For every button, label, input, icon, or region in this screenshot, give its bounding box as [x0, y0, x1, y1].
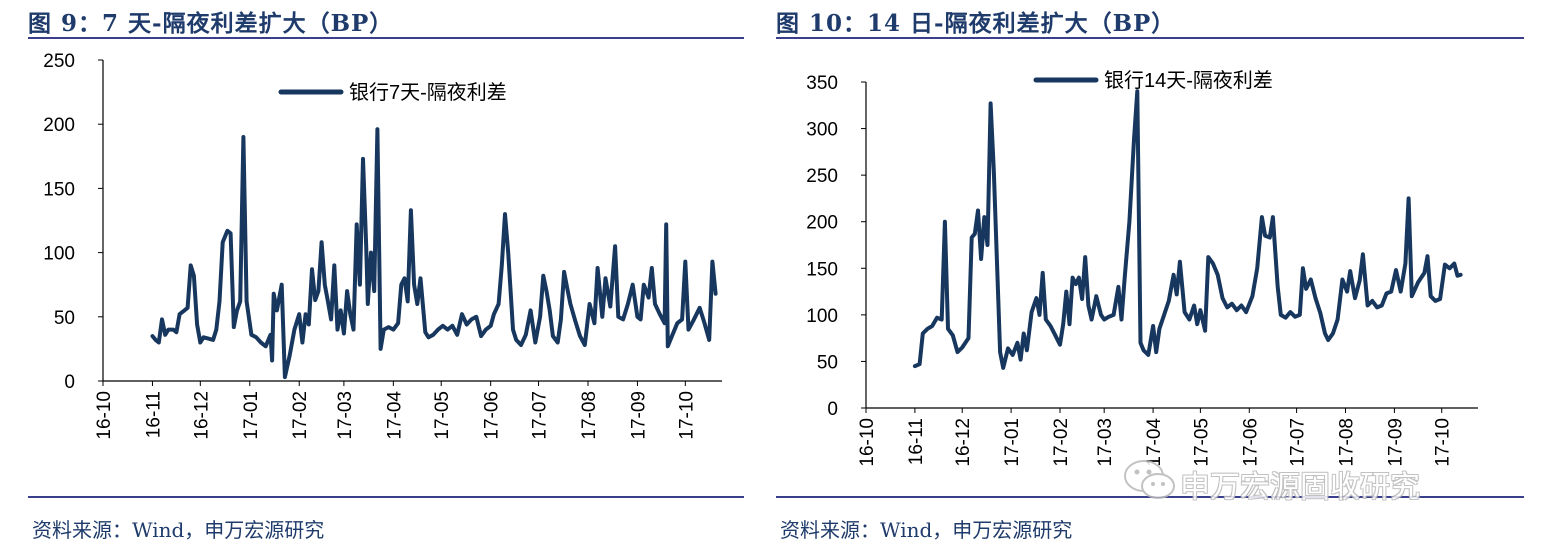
x-tick-label: 17-06 — [1240, 418, 1261, 467]
figure-10-chart: 0 50 100 150 200 250 300 350 16-10 16-11 16-12 17-0… — [806, 69, 1478, 467]
figure-9-bottom-rule — [28, 496, 744, 498]
y-tick-label: 100 — [43, 244, 75, 265]
x-tick-label: 17-10 — [1433, 418, 1454, 467]
y-tick-label: 200 — [43, 115, 75, 136]
y-tick-label: 50 — [54, 308, 75, 329]
figure-9-top-rule — [28, 37, 744, 39]
watermark-text: 申万宏源固收研究 — [1180, 470, 1420, 505]
series-line — [912, 89, 1463, 370]
x-tick-label: 17-07 — [530, 391, 551, 440]
x-tick-label: 16-12 — [953, 418, 974, 467]
figure-10-title: 图 10：14 日-隔夜利差扩大（BP） — [776, 10, 1176, 37]
y-tick-label: 350 — [806, 73, 838, 94]
x-tick-label: 17-02 — [1051, 418, 1072, 467]
y-tick-label: 0 — [64, 372, 75, 393]
figure-10-top-rule — [776, 37, 1524, 39]
y-tick-label: 250 — [806, 166, 838, 187]
x-tick-label: 17-02 — [290, 391, 311, 440]
figure-9-title: 图 9：7 天-隔夜利差扩大（BP） — [28, 10, 394, 37]
legend-label: 银行14天-隔夜利差 — [1104, 69, 1273, 92]
x-tick-label: 16-12 — [191, 391, 212, 440]
y-tick-label: 150 — [43, 179, 75, 200]
legend: 银行7天-隔夜利差 — [278, 81, 507, 104]
x-tick-label: 17-07 — [1288, 418, 1309, 467]
x-tick-label: 17-05 — [1191, 418, 1212, 467]
y-tick-label: 300 — [806, 120, 838, 141]
x-tick-label: 17-06 — [482, 391, 503, 440]
legend-label: 银行7天-隔夜利差 — [349, 81, 507, 104]
y-tick-label: 0 — [827, 399, 838, 420]
figure-9-source: 资料来源：Wind，申万宏源研究 — [32, 518, 325, 542]
x-tick-label: 17-10 — [676, 391, 697, 440]
legend: 银行14天-隔夜利差 — [1033, 69, 1273, 92]
x-tick-label: 17-01 — [1002, 418, 1023, 467]
axes: 0 50 100 150 200 250 300 350 16-10 16-11 16-12 17-0… — [806, 73, 1478, 467]
axes: 0 50 100 150 200 250 16-10 16-11 16-12 17-01 17-02… — [43, 51, 722, 440]
x-tick-label: 16-11 — [906, 418, 927, 465]
y-tick-label: 250 — [43, 51, 75, 72]
figure-10-panel: 图 10：14 日-隔夜利差扩大（BP） 0 50 100 150 200 250 300 3… — [776, 0, 1524, 552]
x-tick-label: 17-03 — [335, 391, 356, 440]
x-tick-label: 17-01 — [241, 391, 262, 440]
watermark: 申万宏源固收研究 — [1122, 454, 1502, 506]
figure-10-source: 资料来源：Wind，申万宏源研究 — [780, 518, 1073, 542]
x-tick-label: 17-04 — [1144, 418, 1165, 467]
x-tick-label: 17-09 — [628, 391, 649, 440]
x-tick-label: 16-10 — [857, 418, 878, 467]
y-tick-label: 100 — [806, 306, 838, 327]
figure-9-panel: 图 9：7 天-隔夜利差扩大（BP） 0 50 100 150 200 250 16-10 1… — [28, 0, 744, 552]
x-tick-label: 17-04 — [384, 391, 405, 440]
y-tick-label: 50 — [817, 352, 838, 373]
series-line — [150, 127, 718, 380]
x-tick-label: 17-03 — [1095, 418, 1116, 467]
x-tick-label: 16-11 — [143, 391, 164, 438]
figure-9-chart: 0 50 100 150 200 250 16-10 16-11 16-12 17-01 17-02… — [43, 51, 722, 440]
y-tick-label: 200 — [806, 213, 838, 234]
x-tick-label: 17-08 — [579, 391, 600, 440]
y-tick-label: 150 — [806, 259, 838, 280]
x-tick-label: 17-08 — [1337, 418, 1358, 467]
x-tick-label: 17-05 — [432, 391, 453, 440]
x-tick-label: 16-10 — [94, 391, 115, 440]
wechat-icon — [1124, 460, 1175, 499]
x-tick-label: 17-09 — [1385, 418, 1406, 467]
